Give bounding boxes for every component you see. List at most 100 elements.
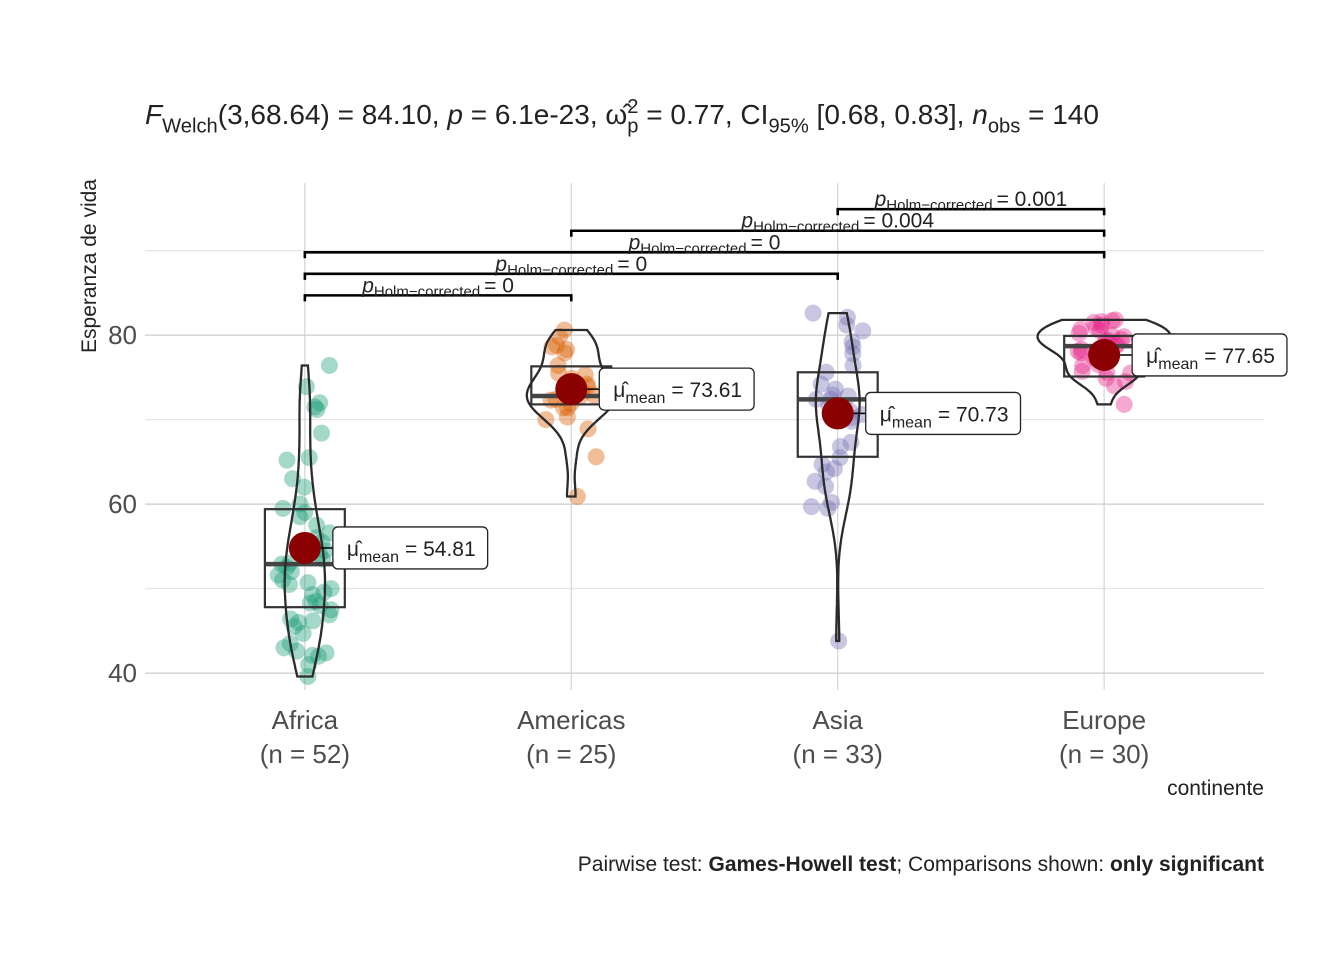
y-axis-title: Esperanza de vida [78, 179, 101, 353]
data-point [806, 472, 824, 490]
p-subscript: Holm−corrected [374, 283, 480, 300]
comparison-bracket [303, 272, 840, 280]
mean-label: μ̂mean = 54.81 [347, 538, 476, 566]
text-part: = 140 [1020, 99, 1099, 130]
p-value: = 0 [617, 253, 647, 276]
violin [525, 328, 617, 498]
data-point [320, 606, 338, 624]
marks [263, 207, 1172, 685]
data-point [316, 542, 334, 560]
text-part: 95% [768, 115, 808, 137]
data-point [275, 639, 293, 657]
data-point [290, 613, 308, 631]
text-part: = 0.77, CI [638, 99, 768, 130]
y-tick-label: 60 [108, 489, 137, 519]
data-point [274, 571, 292, 589]
comparison-label: pHolm−corrected = 0 [628, 231, 781, 257]
subtitle: FWelch(3,68.64) = 84.10, p = 6.1e-23, ω̂… [145, 96, 1099, 138]
mean-label-box [598, 367, 755, 411]
mean-value: = 73.61 [671, 379, 742, 402]
data-point [1072, 344, 1090, 362]
data-point [308, 400, 326, 418]
mean-label-box [332, 526, 489, 570]
p-subscript: Holm−corrected [507, 262, 613, 279]
comparison-label: pHolm−corrected = 0 [361, 274, 514, 300]
p-symbol: p [740, 210, 753, 233]
x-tick-count: (n = 25) [526, 739, 616, 769]
data-point [1074, 357, 1092, 375]
data-point [1105, 377, 1123, 395]
data-point [300, 656, 318, 674]
x-axis-title: continente [1167, 777, 1264, 800]
data-point [1072, 320, 1090, 338]
mean-subscript: mean [359, 549, 399, 566]
text-part: Pairwise test: [578, 853, 709, 876]
text-part: Welch [162, 115, 218, 137]
data-point [299, 574, 317, 592]
text-part: p [627, 115, 638, 137]
mean-label-box [1131, 333, 1288, 377]
mean-value: = 77.65 [1204, 345, 1275, 368]
data-point [838, 316, 856, 334]
mean-subscript: mean [892, 414, 932, 431]
data-point [282, 563, 300, 581]
x-tick-count: (n = 30) [1059, 739, 1149, 769]
data-point [291, 508, 309, 526]
p-symbol: p [361, 274, 374, 297]
comparison-bracket [569, 229, 1106, 237]
data-point [320, 357, 338, 375]
data-point [313, 424, 331, 442]
data-point [1087, 318, 1105, 336]
data-point [308, 516, 326, 534]
labels: 40 60 80 Africa (n = 52) Americas (n = 25) Asia… [108, 188, 1288, 769]
y-tick-label: 80 [108, 320, 137, 350]
x-tick-label: Asia [812, 705, 863, 735]
p-subscript: Holm−corrected [886, 197, 992, 214]
p-value: = 0.004 [863, 210, 934, 233]
data-point [310, 647, 328, 665]
data-point [817, 477, 835, 495]
data-point [295, 478, 313, 496]
text-part: [0.68, 0.83], [809, 99, 972, 130]
p-subscript: Holm−corrected [640, 240, 746, 257]
p-symbol: p [874, 188, 887, 211]
mean-subscript: mean [625, 390, 665, 407]
data-point [802, 498, 820, 516]
p-value: = 0 [751, 231, 781, 254]
p-symbol: p [628, 231, 641, 254]
data-point [1085, 313, 1103, 331]
mean-point [1088, 338, 1121, 371]
x-tick-label: Europe [1062, 705, 1146, 735]
data-point [587, 448, 605, 466]
data-point [558, 340, 576, 358]
text-part: obs [988, 115, 1021, 137]
comparison-label: pHolm−corrected = 0 [494, 253, 647, 279]
text-part: F [145, 99, 164, 130]
mean-label: μ̂mean = 77.65 [1146, 345, 1275, 373]
text-part: (3,68.64) = 84.10, [218, 99, 448, 130]
data-point [854, 322, 872, 340]
y-tick-label: 40 [108, 658, 137, 688]
data-point [317, 644, 335, 662]
text-part: n [972, 99, 988, 130]
data-point [831, 438, 849, 456]
mean-point [555, 373, 588, 406]
text-part: 2 [627, 96, 638, 118]
x-tick-count: (n = 52) [260, 739, 350, 769]
text-part: only significant [1110, 853, 1264, 876]
comparison-bracket [836, 207, 1106, 216]
data-point [826, 380, 844, 398]
data-point [804, 304, 822, 322]
data-point [825, 460, 843, 478]
data-point [322, 601, 340, 619]
mean-label: μ̂mean = 73.61 [613, 379, 742, 407]
p-value: = 0.001 [997, 188, 1068, 211]
p-symbol: p [494, 253, 507, 276]
mean-value: = 70.73 [938, 403, 1009, 426]
violin [283, 364, 327, 678]
x-tick-count: (n = 33) [793, 739, 883, 769]
comparison-bracket [303, 294, 573, 302]
data-point [548, 336, 566, 354]
